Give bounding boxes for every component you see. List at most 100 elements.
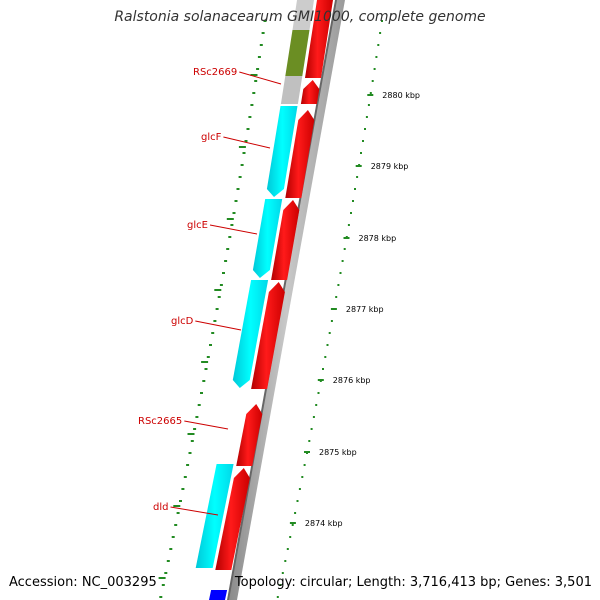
tick-dot xyxy=(215,308,219,310)
tick-dot xyxy=(381,20,383,22)
feature-blue[interactable] xyxy=(209,590,228,600)
gene-label[interactable]: RSc2665 xyxy=(138,416,182,427)
gene-leader-line xyxy=(209,224,258,235)
cds-forward[interactable] xyxy=(300,80,320,104)
cds-forward[interactable] xyxy=(271,200,300,280)
feature-track xyxy=(195,0,333,600)
accession-text: Accession: NC_003295 xyxy=(9,575,157,590)
tick-dot xyxy=(367,104,370,106)
kbp-label: 2874 kbp xyxy=(305,519,343,528)
tick-dot xyxy=(238,176,242,178)
gene-leader-line xyxy=(195,320,242,331)
tick-dot xyxy=(337,284,340,286)
kbp-tick-track: 2880 kbp 2879 kbp 2878 kbp 2877 kbp 2876 kbp… xyxy=(158,20,420,598)
tick-dot xyxy=(193,428,197,430)
tick-dot xyxy=(308,440,311,442)
tick-dot xyxy=(322,368,324,370)
tick-dot xyxy=(375,56,378,58)
tick-dot xyxy=(284,560,287,562)
gene-label[interactable]: glcF xyxy=(201,132,222,143)
tick-dot xyxy=(354,188,356,190)
cds-forward[interactable] xyxy=(215,468,250,570)
tick-dot xyxy=(188,452,192,454)
cds-reverse[interactable] xyxy=(195,464,234,568)
tick-dot xyxy=(200,392,203,394)
feature-olive[interactable] xyxy=(285,30,310,76)
tick-dot xyxy=(226,248,230,250)
feature-grey[interactable] xyxy=(292,0,315,30)
tick-dot xyxy=(377,44,380,46)
tick-dot xyxy=(242,152,246,154)
tick-dot xyxy=(371,80,374,82)
tick-dot xyxy=(362,140,364,142)
cds-forward[interactable] xyxy=(236,404,263,466)
tick-dot xyxy=(352,200,354,202)
tick-dot xyxy=(254,80,258,82)
tick-dot xyxy=(186,464,190,466)
gene-label[interactable]: dld xyxy=(153,502,168,513)
tick-dot xyxy=(230,224,234,226)
tick-dot xyxy=(256,68,260,70)
tick-dot xyxy=(252,92,256,94)
tick-dot xyxy=(296,500,299,502)
tick-dot xyxy=(197,404,201,406)
tick-dot xyxy=(373,68,376,70)
cds-forward[interactable] xyxy=(305,0,333,78)
cds-forward[interactable] xyxy=(251,282,285,389)
tick-dot xyxy=(234,200,238,202)
tick-dot xyxy=(232,212,236,214)
gene-leader-line xyxy=(223,136,271,149)
tick-dot xyxy=(259,44,263,46)
tick-dot xyxy=(222,272,225,274)
tick-dot xyxy=(224,260,228,262)
gene-leader-line xyxy=(239,71,282,85)
tick-dot xyxy=(248,116,252,118)
tick-dot xyxy=(171,536,175,538)
tick-dot xyxy=(217,296,221,298)
tick-dot xyxy=(161,584,165,586)
cds-reverse[interactable] xyxy=(232,280,269,388)
gene-label[interactable]: glcD xyxy=(171,316,194,327)
kbp-label: 2880 kbp xyxy=(382,91,420,100)
tick-dot xyxy=(279,584,282,586)
tick-dot xyxy=(213,320,217,322)
genome-summary-text: Topology: circular; Length: 3,716,413 bp… xyxy=(234,575,592,590)
gene-label[interactable]: RSc2669 xyxy=(193,67,237,78)
tick-dot xyxy=(310,428,313,430)
tick-dot xyxy=(179,500,182,502)
tick-dot xyxy=(350,212,352,214)
kbp-label: 2877 kbp xyxy=(346,305,384,314)
cds-reverse[interactable] xyxy=(266,106,298,197)
tick-dot xyxy=(341,260,344,262)
tick-dot xyxy=(303,464,306,466)
tick-dot xyxy=(281,572,284,574)
tick-dot xyxy=(190,440,194,442)
tick-dot xyxy=(166,560,170,562)
tick-dot xyxy=(286,548,289,550)
tick-dot xyxy=(326,344,329,346)
tick-dot xyxy=(183,476,187,478)
tick-dot xyxy=(206,356,210,358)
tick-dot xyxy=(339,272,342,274)
cds-reverse[interactable] xyxy=(252,199,283,278)
tick-dot xyxy=(159,596,163,598)
tick-dot xyxy=(164,572,168,574)
backbone-band xyxy=(228,0,345,600)
tick-dot xyxy=(250,104,254,106)
feature-grey[interactable] xyxy=(280,76,303,104)
tick-dot xyxy=(174,524,178,526)
kbp-label: 2878 kbp xyxy=(359,234,397,243)
tick-dot xyxy=(356,176,359,178)
tick-dot xyxy=(204,368,208,370)
tick-dot xyxy=(202,380,206,382)
gene-leader-line xyxy=(184,420,229,430)
tick-dot xyxy=(276,596,279,598)
gene-label[interactable]: glcE xyxy=(187,220,208,231)
tick-dot xyxy=(298,488,301,490)
tick-dot xyxy=(317,392,320,394)
tick-dot xyxy=(291,524,294,526)
tick-dot xyxy=(169,548,173,550)
cds-forward[interactable] xyxy=(285,110,315,198)
tick-dot xyxy=(347,224,350,226)
kbp-label: 2879 kbp xyxy=(371,162,409,171)
